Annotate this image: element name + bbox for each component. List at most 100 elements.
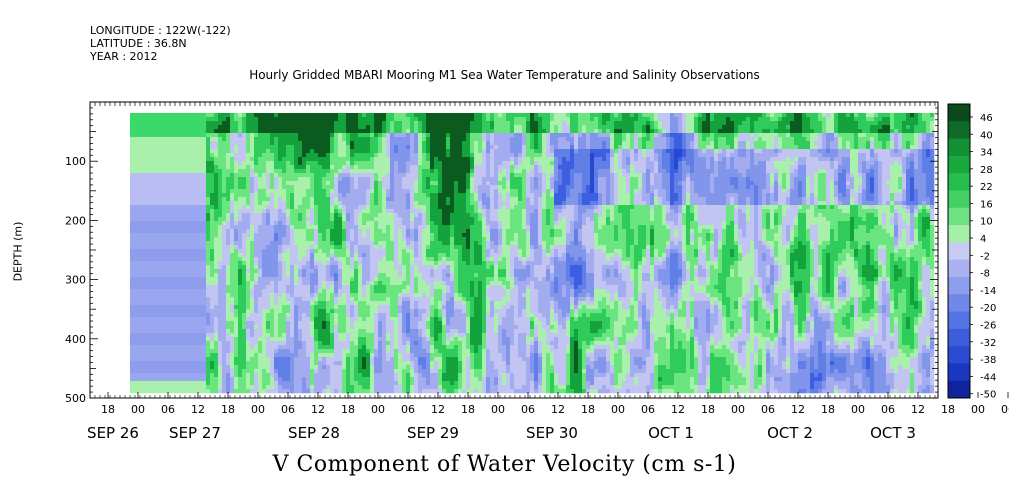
heatmap-cell — [174, 169, 179, 174]
heatmap-cell — [406, 377, 411, 382]
heatmap-cell — [146, 189, 151, 194]
heatmap-cell — [198, 197, 203, 202]
heatmap-cell — [278, 157, 283, 162]
heatmap-cell — [406, 281, 411, 286]
heatmap-cell — [358, 361, 363, 366]
heatmap-cell — [202, 281, 207, 286]
heatmap-cell — [166, 361, 171, 366]
heatmap-cell — [394, 357, 399, 362]
heatmap-cell — [266, 269, 271, 274]
heatmap-cell — [306, 345, 311, 350]
heatmap-cell — [270, 169, 275, 174]
heatmap-cell — [150, 229, 155, 234]
heatmap-cell — [302, 209, 307, 214]
heatmap-cell — [338, 221, 343, 226]
heatmap-cell — [206, 293, 211, 298]
heatmap-cell — [230, 121, 235, 126]
heatmap-cell — [338, 321, 343, 326]
heatmap-cell — [246, 277, 251, 282]
heatmap-cell — [186, 185, 191, 190]
heatmap-cell — [170, 149, 175, 154]
heatmap-cell — [286, 113, 291, 118]
heatmap-cell — [358, 133, 363, 138]
heatmap-cell — [410, 185, 415, 190]
heatmap-cell — [326, 293, 331, 298]
heatmap-cell — [370, 241, 375, 246]
heatmap-cell — [382, 285, 387, 290]
heatmap-cell — [158, 225, 163, 230]
heatmap-cell — [174, 177, 179, 182]
heatmap-cell — [134, 189, 139, 194]
heatmap-cell — [270, 277, 275, 282]
heatmap-cell — [274, 173, 279, 178]
heatmap-cell — [318, 161, 323, 166]
heatmap-cell — [358, 201, 363, 206]
heatmap-cell — [358, 205, 363, 210]
heatmap-cell — [234, 305, 239, 310]
heatmap-cell — [298, 241, 303, 246]
heatmap-cell — [378, 177, 383, 182]
heatmap-cell — [326, 125, 331, 130]
heatmap-cell — [146, 193, 151, 198]
heatmap-cell — [362, 289, 367, 294]
heatmap-cell — [410, 349, 415, 354]
heatmap-cell — [206, 113, 211, 118]
heatmap-cell — [362, 201, 367, 206]
heatmap-cell — [154, 161, 159, 166]
heatmap-cell — [314, 205, 319, 210]
heatmap-cell — [234, 297, 239, 302]
heatmap-cell — [322, 161, 327, 166]
heatmap-cell — [342, 301, 347, 306]
heatmap-cell — [174, 285, 179, 290]
heatmap-cell — [146, 261, 151, 266]
heatmap-cell — [238, 341, 243, 346]
heatmap-cell — [398, 145, 403, 150]
heatmap-cell — [334, 289, 339, 294]
heatmap-cell — [346, 305, 351, 310]
heatmap-cell — [194, 133, 199, 138]
heatmap-cell — [218, 209, 223, 214]
heatmap-cell — [230, 389, 235, 394]
heatmap-cell — [174, 293, 179, 298]
heatmap-cell — [398, 257, 403, 262]
heatmap-cell — [338, 185, 343, 190]
heatmap-cell — [282, 145, 287, 150]
heatmap-cell — [378, 349, 383, 354]
heatmap-cell — [342, 349, 347, 354]
heatmap-cell — [278, 309, 283, 314]
heatmap-cell — [278, 369, 283, 374]
heatmap-cell — [250, 153, 255, 158]
heatmap-cell — [270, 245, 275, 250]
heatmap-cell — [166, 177, 171, 182]
heatmap-cell — [378, 181, 383, 186]
heatmap-cell — [206, 145, 211, 150]
heatmap-cell — [222, 305, 227, 310]
heatmap-cell — [138, 173, 143, 178]
heatmap-cell — [254, 333, 259, 338]
heatmap-cell — [262, 153, 267, 158]
heatmap-cell — [278, 145, 283, 150]
heatmap-cell — [150, 245, 155, 250]
heatmap-cell — [314, 241, 319, 246]
heatmap-cell — [198, 309, 203, 314]
heatmap-cell — [138, 129, 143, 134]
heatmap-cell — [310, 257, 315, 262]
heatmap-cell — [234, 265, 239, 270]
heatmap-cell — [314, 149, 319, 154]
heatmap-cell — [374, 325, 379, 330]
heatmap-cell — [150, 185, 155, 190]
heatmap-cell — [382, 269, 387, 274]
heatmap-cell — [354, 269, 359, 274]
heatmap-cell — [306, 353, 311, 358]
heatmap-cell — [406, 241, 411, 246]
heatmap-cell — [370, 133, 375, 138]
heatmap-cell — [298, 301, 303, 306]
heatmap-cell — [186, 281, 191, 286]
heatmap-cell — [162, 173, 167, 178]
heatmap-cell — [314, 257, 319, 262]
heatmap-cell — [290, 369, 295, 374]
heatmap-cell — [402, 181, 407, 186]
heatmap-cell — [242, 293, 247, 298]
heatmap-cell — [386, 153, 391, 158]
heatmap-cell — [166, 149, 171, 154]
